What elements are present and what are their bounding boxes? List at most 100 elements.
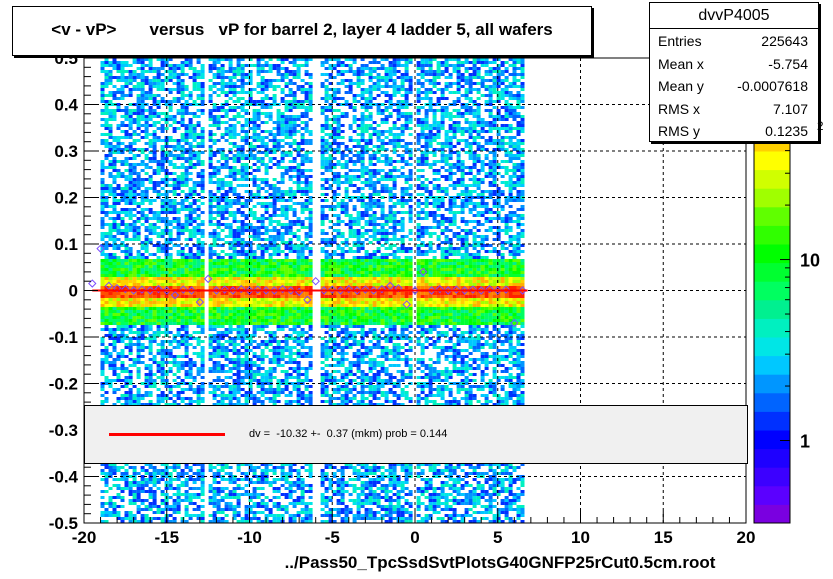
heatmap-cell: [264, 343, 269, 346]
heatmap-cell: [108, 148, 113, 151]
heatmap-cell: [248, 316, 253, 319]
heatmap-cell: [248, 244, 253, 247]
heatmap-cell: [272, 88, 277, 91]
heatmap-cell: [200, 367, 205, 370]
heatmap-cell: [248, 334, 253, 337]
heatmap-cell: [108, 136, 113, 139]
heatmap-cell: [164, 175, 169, 178]
heatmap-cell: [240, 370, 245, 373]
heatmap-cell: [148, 175, 153, 178]
heatmap-cell: [148, 370, 153, 373]
heatmap-cell: [144, 346, 149, 349]
heatmap-cell: [280, 472, 285, 475]
heatmap-cell: [128, 520, 133, 523]
heatmap-cell: [196, 271, 201, 274]
heatmap-cell: [140, 295, 145, 298]
heatmap-cell: [120, 94, 125, 97]
heatmap-cell: [144, 262, 149, 265]
heatmap-cell: [168, 253, 173, 256]
heatmap-cell: [160, 181, 165, 184]
heatmap-cell: [260, 163, 265, 166]
heatmap-cell: [200, 184, 205, 187]
heatmap-cell: [180, 355, 185, 358]
heatmap-cell: [252, 346, 257, 349]
heatmap-cell: [280, 172, 285, 175]
heatmap-cell: [156, 184, 161, 187]
heatmap-cell: [160, 247, 165, 250]
heatmap-cell: [244, 226, 249, 229]
heatmap-cell: [284, 385, 289, 388]
heatmap-cell: [140, 259, 145, 262]
heatmap-cell: [172, 157, 177, 160]
heatmap-cell: [112, 178, 117, 181]
heatmap-cell: [196, 82, 201, 85]
heatmap-cell: [280, 58, 285, 61]
heatmap-cell: [188, 334, 193, 337]
heatmap-cell: [280, 505, 285, 508]
heatmap-cell: [264, 244, 269, 247]
heatmap-cell: [168, 259, 173, 262]
heatmap-cell: [272, 196, 277, 199]
heatmap-cell: [136, 295, 141, 298]
heatmap-cell: [100, 124, 105, 127]
heatmap-cell: [156, 292, 161, 295]
heatmap-cell: [172, 355, 177, 358]
heatmap-cell: [104, 463, 109, 466]
heatmap-cell: [188, 385, 193, 388]
heatmap-cell: [236, 379, 241, 382]
heatmap-cell: [100, 277, 105, 280]
heatmap-cell: [120, 151, 125, 154]
heatmap-cell: [100, 280, 105, 283]
heatmap-cell: [260, 67, 265, 70]
heatmap-cell: [244, 463, 249, 466]
heatmap-cell: [116, 325, 121, 328]
heatmap-cell: [272, 283, 277, 286]
heatmap-cell: [104, 490, 109, 493]
heatmap-cell: [288, 142, 293, 145]
heatmap-cell: [224, 301, 229, 304]
heatmap-cell: [176, 91, 181, 94]
heatmap-cell: [268, 253, 273, 256]
heatmap-cell: [148, 64, 153, 67]
heatmap-cell: [272, 226, 277, 229]
heatmap-cell: [192, 70, 197, 73]
heatmap-cell: [200, 190, 205, 193]
heatmap-cell: [188, 151, 193, 154]
heatmap-cell: [188, 337, 193, 340]
heatmap-cell: [108, 292, 113, 295]
heatmap-cell: [276, 346, 281, 349]
heatmap-cell: [164, 319, 169, 322]
heatmap-cell: [120, 505, 125, 508]
heatmap-cell: [124, 76, 129, 79]
heatmap-cell: [148, 181, 153, 184]
heatmap-cell: [276, 64, 281, 67]
heatmap-cell: [156, 472, 161, 475]
heatmap-cell: [100, 496, 105, 499]
heatmap-cell: [120, 64, 125, 67]
heatmap-cell: [136, 67, 141, 70]
heatmap-cell: [144, 163, 149, 166]
heatmap-cell: [104, 358, 109, 361]
heatmap-cell: [104, 106, 109, 109]
heatmap-cell: [184, 313, 189, 316]
heatmap-cell: [268, 265, 273, 268]
heatmap-cell: [256, 343, 261, 346]
heatmap-cell: [176, 511, 181, 514]
heatmap-cell: [100, 511, 105, 514]
heatmap-cell: [276, 214, 281, 217]
heatmap-cell: [284, 130, 289, 133]
heatmap-cell: [124, 307, 129, 310]
heatmap-cell: [148, 307, 153, 310]
heatmap-cell: [264, 310, 269, 313]
heatmap-cell: [124, 298, 129, 301]
heatmap-cell: [248, 103, 253, 106]
heatmap-cell: [160, 88, 165, 91]
heatmap-cell: [240, 301, 245, 304]
heatmap-cell: [168, 388, 173, 391]
heatmap-cell: [260, 286, 265, 289]
heatmap-cell: [272, 190, 277, 193]
heatmap-cell: [200, 511, 205, 514]
heatmap-cell: [120, 298, 125, 301]
heatmap-cell: [160, 202, 165, 205]
heatmap-cell: [112, 511, 117, 514]
